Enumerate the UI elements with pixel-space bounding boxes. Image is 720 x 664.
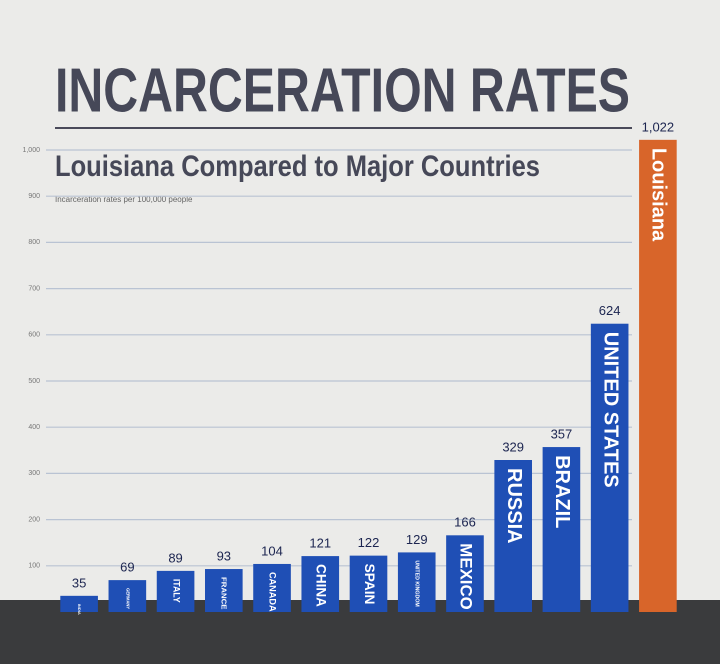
bar <box>590 323 629 612</box>
y-tick-label: 800 <box>28 239 40 246</box>
value-label: 104 <box>261 543 283 558</box>
chart-note: Incarceration rates per 100,000 people <box>55 195 193 204</box>
y-tick-label: 900 <box>28 193 40 200</box>
category-label: ITALY <box>171 579 181 603</box>
value-label: 89 <box>168 550 182 565</box>
category-label: RUSSIA <box>503 468 525 544</box>
y-tick-label: 400 <box>28 424 40 431</box>
y-tick-label: 600 <box>28 332 40 339</box>
category-label: BRAZIL <box>551 455 573 528</box>
value-label: 624 <box>599 303 621 318</box>
category-label: MEXICO <box>457 543 476 609</box>
bar <box>301 556 340 612</box>
bar <box>60 595 98 612</box>
value-label: 129 <box>406 532 428 547</box>
category-label: SPAIN <box>362 564 377 605</box>
y-tick-label: 500 <box>28 378 40 385</box>
value-label: 69 <box>120 560 134 575</box>
bar <box>542 447 581 612</box>
value-label: 122 <box>358 535 380 550</box>
y-tick-label: 1,000 <box>22 147 40 154</box>
y-tick-label: 300 <box>28 470 40 477</box>
category-label: UNITED STATES <box>599 332 621 488</box>
category-label: Louisiana <box>648 148 670 242</box>
bar <box>446 535 484 612</box>
value-label: 166 <box>454 515 476 530</box>
value-label: 35 <box>72 575 86 590</box>
chart-title: INCARCERATION RATES <box>55 56 630 125</box>
value-label: 357 <box>551 427 573 442</box>
chart-subtitle: Louisiana Compared to Major Countries <box>55 150 540 183</box>
category-label: INDIA <box>77 604 82 615</box>
bar <box>349 555 388 612</box>
category-label: CANADA <box>268 572 278 612</box>
value-label: 121 <box>309 536 331 551</box>
bar <box>397 552 436 612</box>
category-label: FRANCE <box>220 577 229 609</box>
bar <box>639 139 677 612</box>
bar <box>156 570 195 612</box>
value-label: 329 <box>502 439 524 454</box>
y-tick-label: 100 <box>28 563 40 570</box>
category-label: CHINA <box>314 564 329 607</box>
bar <box>253 563 291 612</box>
bar <box>494 460 533 612</box>
bar <box>204 569 243 612</box>
y-tick-label: 700 <box>28 285 40 292</box>
category-label: UNITED KINGDOM <box>413 560 419 607</box>
value-label: 1,022 <box>642 119 675 134</box>
category-label: GERMANY <box>125 588 130 609</box>
y-tick-label: 200 <box>28 516 40 523</box>
bar <box>108 580 147 612</box>
value-label: 93 <box>217 548 231 563</box>
